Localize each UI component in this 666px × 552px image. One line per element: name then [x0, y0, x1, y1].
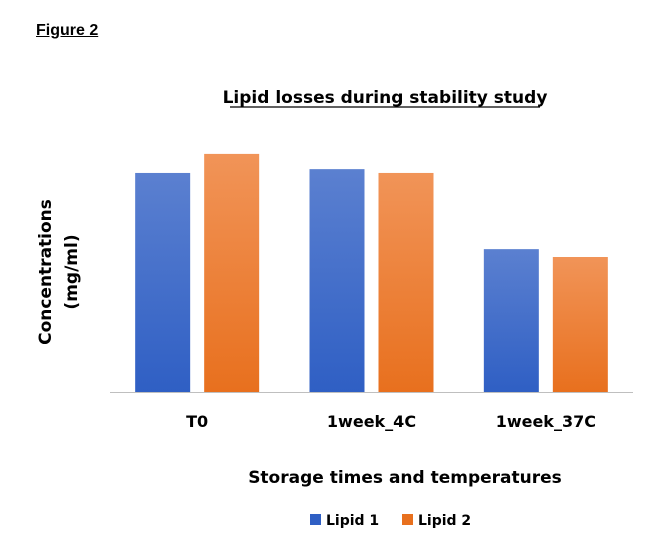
x-tick-label: 1week_37C	[496, 412, 596, 431]
bar-1week_37C-series-2	[552, 257, 608, 392]
y-axis-label-line-1: Concentrations	[36, 199, 56, 345]
bar-T0-series-2	[204, 153, 260, 392]
chart-title: Lipid losses during stability study	[223, 88, 548, 108]
legend-label-series-2: Lipid 2	[418, 513, 471, 529]
bar-T0-series-1	[135, 172, 191, 392]
bar-1week_4C-series-1	[309, 169, 365, 392]
bars	[135, 153, 608, 392]
bar-1week_37C-series-1	[483, 249, 539, 392]
x-tick-label: 1week_4C	[327, 412, 416, 431]
legend-label-series-1: Lipid 1	[326, 513, 379, 529]
legend: Lipid 1 Lipid 2	[310, 513, 471, 529]
bar-1week_4C-series-2	[378, 172, 434, 392]
y-axis-label: Concentrations (mg/ml)	[36, 199, 82, 345]
x-axis-label: Storage times and temperatures	[248, 468, 562, 488]
legend-swatch-series-2	[402, 514, 413, 525]
x-tick-labels: T0 1week_4C 1week_37C	[186, 412, 596, 431]
y-axis-label-line-2: (mg/ml)	[62, 234, 82, 309]
legend-swatch-series-1	[310, 514, 321, 525]
figure-label: Figure 2	[36, 22, 99, 39]
x-tick-label: T0	[186, 412, 208, 431]
